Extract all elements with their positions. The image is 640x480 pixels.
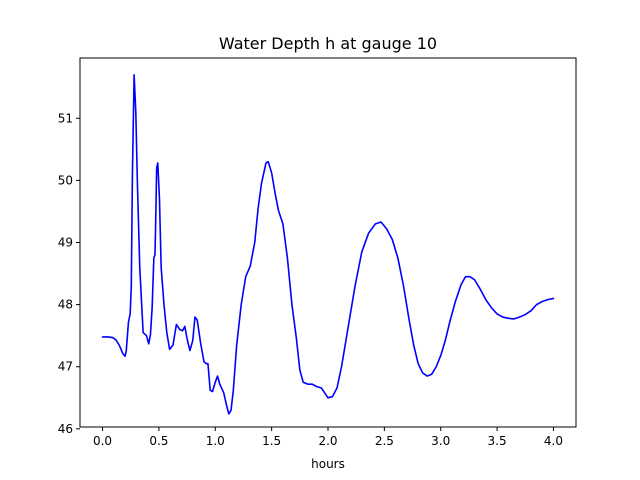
x-axis: 0.0 0.5 1.0 1.5 2.0 2.5 3.0 3.5 4.0 [93,427,563,448]
x-tick-label: 1.0 [206,434,225,448]
chart-title: Water Depth h at gauge 10 [219,34,437,53]
x-tick-label: 2.5 [375,434,394,448]
y-axis: 46 47 48 49 50 51 [58,111,80,436]
x-tick-label: 1.5 [262,434,281,448]
x-tick-label: 3.0 [431,434,450,448]
y-tick-label: 46 [58,422,73,436]
x-tick-label: 4.0 [544,434,563,448]
x-axis-label: hours [311,457,345,471]
x-tick-label: 3.5 [488,434,507,448]
plot-layer [101,73,555,415]
y-tick-label: 48 [58,298,73,312]
x-tick-label: 2.0 [318,434,337,448]
y-tick-label: 50 [58,173,73,187]
series-line-0 [101,73,555,415]
x-tick-label: 0.0 [93,434,112,448]
y-tick-label: 49 [58,236,73,250]
y-tick-label: 47 [58,360,73,374]
x-tick-label: 0.5 [149,434,168,448]
y-tick-label: 51 [58,111,73,125]
